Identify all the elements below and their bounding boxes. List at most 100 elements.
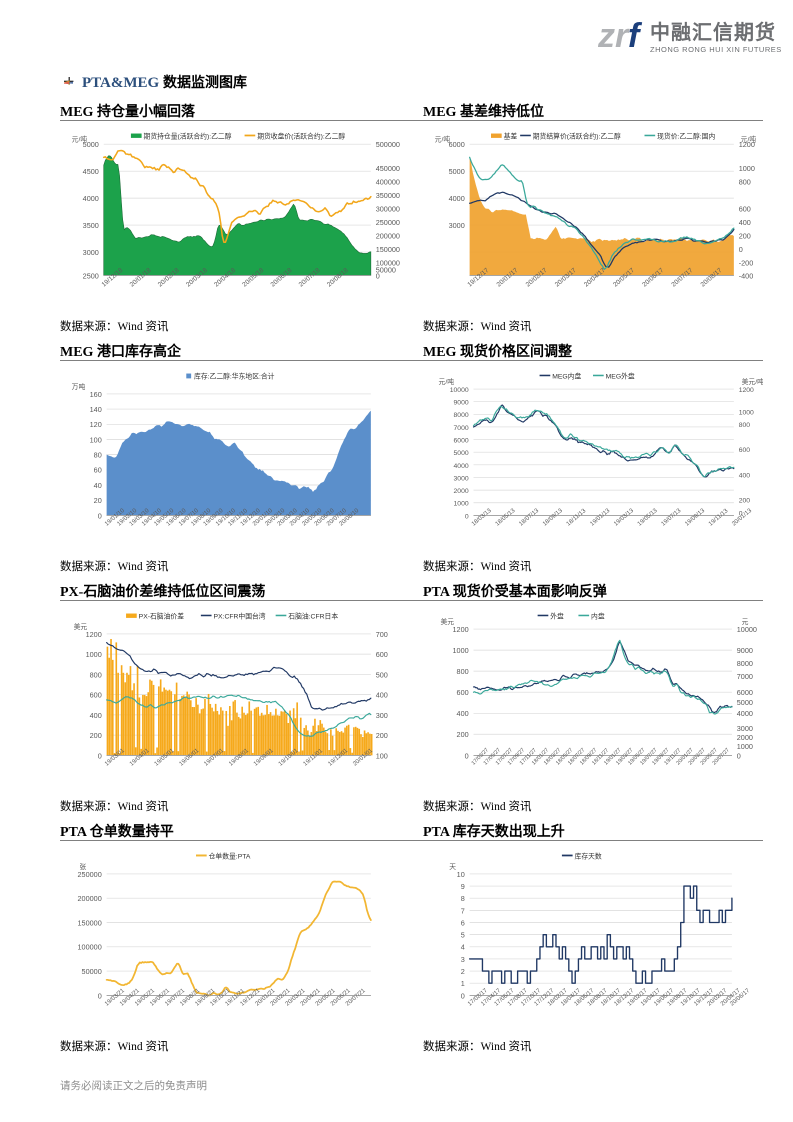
svg-text:万吨: 万吨 (72, 382, 86, 391)
svg-text:8: 8 (461, 894, 465, 903)
svg-text:400: 400 (376, 691, 388, 700)
svg-text:0: 0 (465, 513, 469, 520)
svg-text:3: 3 (461, 955, 465, 964)
svg-text:350000: 350000 (376, 191, 400, 200)
svg-text:内盘: 内盘 (591, 611, 605, 620)
svg-text:5: 5 (461, 931, 465, 940)
svg-text:400: 400 (90, 711, 102, 720)
svg-text:库存天数: 库存天数 (575, 851, 602, 860)
svg-text:7000: 7000 (737, 672, 753, 681)
svg-text:2000: 2000 (454, 488, 469, 495)
svg-text:800: 800 (739, 178, 751, 187)
svg-text:张: 张 (79, 862, 86, 871)
svg-text:800: 800 (90, 670, 102, 679)
svg-text:石脑油:CFR日本: 石脑油:CFR日本 (288, 611, 338, 620)
svg-text:10000: 10000 (737, 625, 757, 634)
svg-text:1200: 1200 (739, 387, 754, 394)
svg-text:600: 600 (457, 688, 469, 697)
svg-text:19/01/13: 19/01/13 (589, 508, 611, 528)
svg-text:0: 0 (98, 751, 102, 760)
svg-text:6000: 6000 (449, 140, 465, 149)
svg-text:0: 0 (465, 751, 469, 760)
svg-text:200: 200 (90, 731, 102, 740)
svg-text:元: 元 (742, 618, 749, 626)
svg-text:60: 60 (94, 466, 102, 475)
svg-text:4000: 4000 (454, 463, 469, 470)
svg-text:中融汇信期货: 中融汇信期货 (650, 20, 776, 44)
svg-text:6000: 6000 (454, 438, 469, 445)
svg-text:元/吨: 元/吨 (72, 134, 88, 143)
svg-text:5000: 5000 (737, 698, 753, 707)
svg-text:4500: 4500 (83, 167, 99, 176)
svg-text:18/09/13: 18/09/13 (542, 508, 564, 528)
svg-text:库存:乙二醇:华东地区:合计: 库存:乙二醇:华东地区:合计 (194, 371, 275, 380)
svg-text:1000: 1000 (86, 650, 102, 659)
svg-text:19/07/13: 19/07/13 (661, 508, 683, 528)
svg-text:10: 10 (457, 870, 465, 879)
svg-text:2: 2 (461, 967, 465, 976)
svg-text:120: 120 (90, 420, 102, 429)
svg-text:18/05/13: 18/05/13 (495, 508, 517, 528)
svg-text:400: 400 (739, 472, 751, 479)
svg-text:外盘: 外盘 (550, 611, 564, 620)
svg-text:250000: 250000 (78, 870, 102, 879)
svg-text:MEG内盘: MEG内盘 (552, 371, 581, 380)
svg-text:3000: 3000 (449, 221, 465, 230)
svg-text:1200: 1200 (86, 630, 102, 639)
svg-text:600: 600 (739, 447, 751, 454)
svg-text:元/吨: 元/吨 (741, 134, 757, 143)
svg-text:250000: 250000 (376, 218, 400, 227)
svg-text:9000: 9000 (454, 400, 469, 407)
svg-text:zr: zr (598, 17, 630, 55)
svg-text:80: 80 (94, 451, 102, 460)
svg-text:400000: 400000 (376, 178, 400, 187)
svg-text:5000: 5000 (449, 167, 465, 176)
svg-text:1000: 1000 (454, 501, 469, 508)
svg-text:0: 0 (98, 511, 102, 520)
svg-text:1: 1 (461, 979, 465, 988)
svg-text:期货持仓量(活跃合约):乙二醇: 期货持仓量(活跃合约):乙二醇 (144, 131, 232, 140)
svg-text:1000: 1000 (739, 164, 755, 173)
svg-text:300000: 300000 (376, 205, 400, 214)
svg-text:18/07/13: 18/07/13 (518, 508, 540, 528)
svg-text:200: 200 (739, 498, 751, 505)
svg-text:现货价:乙二醇:国内: 现货价:乙二醇:国内 (657, 131, 715, 140)
svg-text:1000: 1000 (739, 409, 754, 416)
svg-text:19/05/13: 19/05/13 (637, 508, 659, 528)
svg-text:50000: 50000 (82, 967, 102, 976)
svg-text:40: 40 (94, 481, 102, 490)
svg-text:6: 6 (461, 918, 465, 927)
svg-text:4: 4 (461, 943, 465, 952)
svg-text:9: 9 (461, 882, 465, 891)
svg-text:0: 0 (376, 271, 380, 280)
svg-text:1200: 1200 (452, 625, 468, 634)
svg-text:600: 600 (90, 691, 102, 700)
svg-text:19/11/13: 19/11/13 (708, 508, 730, 528)
svg-text:20: 20 (94, 496, 102, 505)
svg-text:3500: 3500 (83, 221, 99, 230)
svg-text:6000: 6000 (737, 688, 753, 697)
svg-text:-200: -200 (739, 258, 754, 267)
svg-text:600: 600 (739, 205, 751, 214)
svg-text:2500: 2500 (83, 271, 99, 280)
svg-text:140: 140 (90, 405, 102, 414)
svg-text:200: 200 (376, 731, 388, 740)
svg-text:4000: 4000 (83, 194, 99, 203)
svg-text:0: 0 (737, 751, 741, 760)
svg-text:1000: 1000 (452, 646, 468, 655)
svg-text:PX-石脑油价差: PX-石脑油价差 (139, 611, 185, 620)
svg-text:400: 400 (457, 709, 469, 718)
svg-text:18/03/13: 18/03/13 (471, 508, 493, 528)
svg-text:ZHONG RONG HUI XIN FUTURES: ZHONG RONG HUI XIN FUTURES (650, 45, 782, 54)
svg-text:-400: -400 (739, 271, 754, 280)
svg-text:0: 0 (739, 245, 743, 254)
svg-text:600: 600 (376, 650, 388, 659)
svg-text:3000: 3000 (737, 724, 753, 733)
svg-text:5000: 5000 (454, 450, 469, 457)
svg-text:10000: 10000 (450, 387, 469, 394)
svg-text:7000: 7000 (454, 425, 469, 432)
svg-text:150000: 150000 (78, 918, 102, 927)
svg-text:700: 700 (376, 630, 388, 639)
svg-text:8000: 8000 (454, 412, 469, 419)
svg-text:100: 100 (90, 435, 102, 444)
